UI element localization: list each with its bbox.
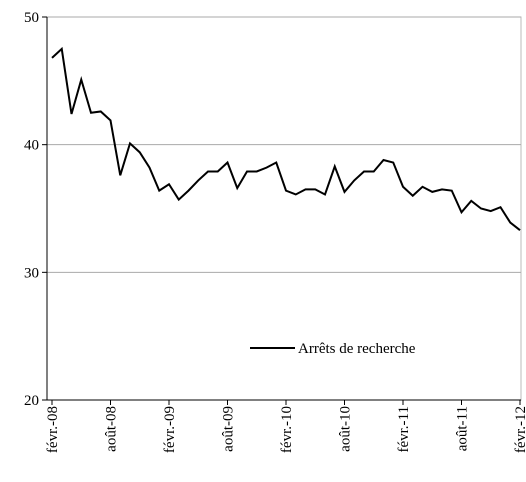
x-tick-label: févr.-10: [279, 406, 295, 453]
x-tick-label: août-09: [221, 406, 237, 452]
y-tick-label: 30: [24, 265, 39, 281]
plot-area: [46, 16, 522, 401]
x-tick-label: févr.-11: [396, 406, 412, 453]
y-tick-label: 20: [24, 393, 39, 409]
x-tick-label: août-08: [104, 406, 120, 452]
x-tick-label: févr.-09: [162, 406, 178, 453]
x-tick-label: févr.-12: [513, 406, 526, 453]
x-tick-label: août-10: [338, 406, 354, 452]
x-tick-label: févr.-08: [45, 406, 61, 453]
legend-label: Arrêts de recherche: [298, 341, 416, 357]
y-tick-label: 40: [24, 138, 39, 154]
x-tick-label: août-11: [455, 406, 471, 451]
y-tick-label: 50: [24, 10, 39, 26]
data-line: [51, 46, 521, 231]
